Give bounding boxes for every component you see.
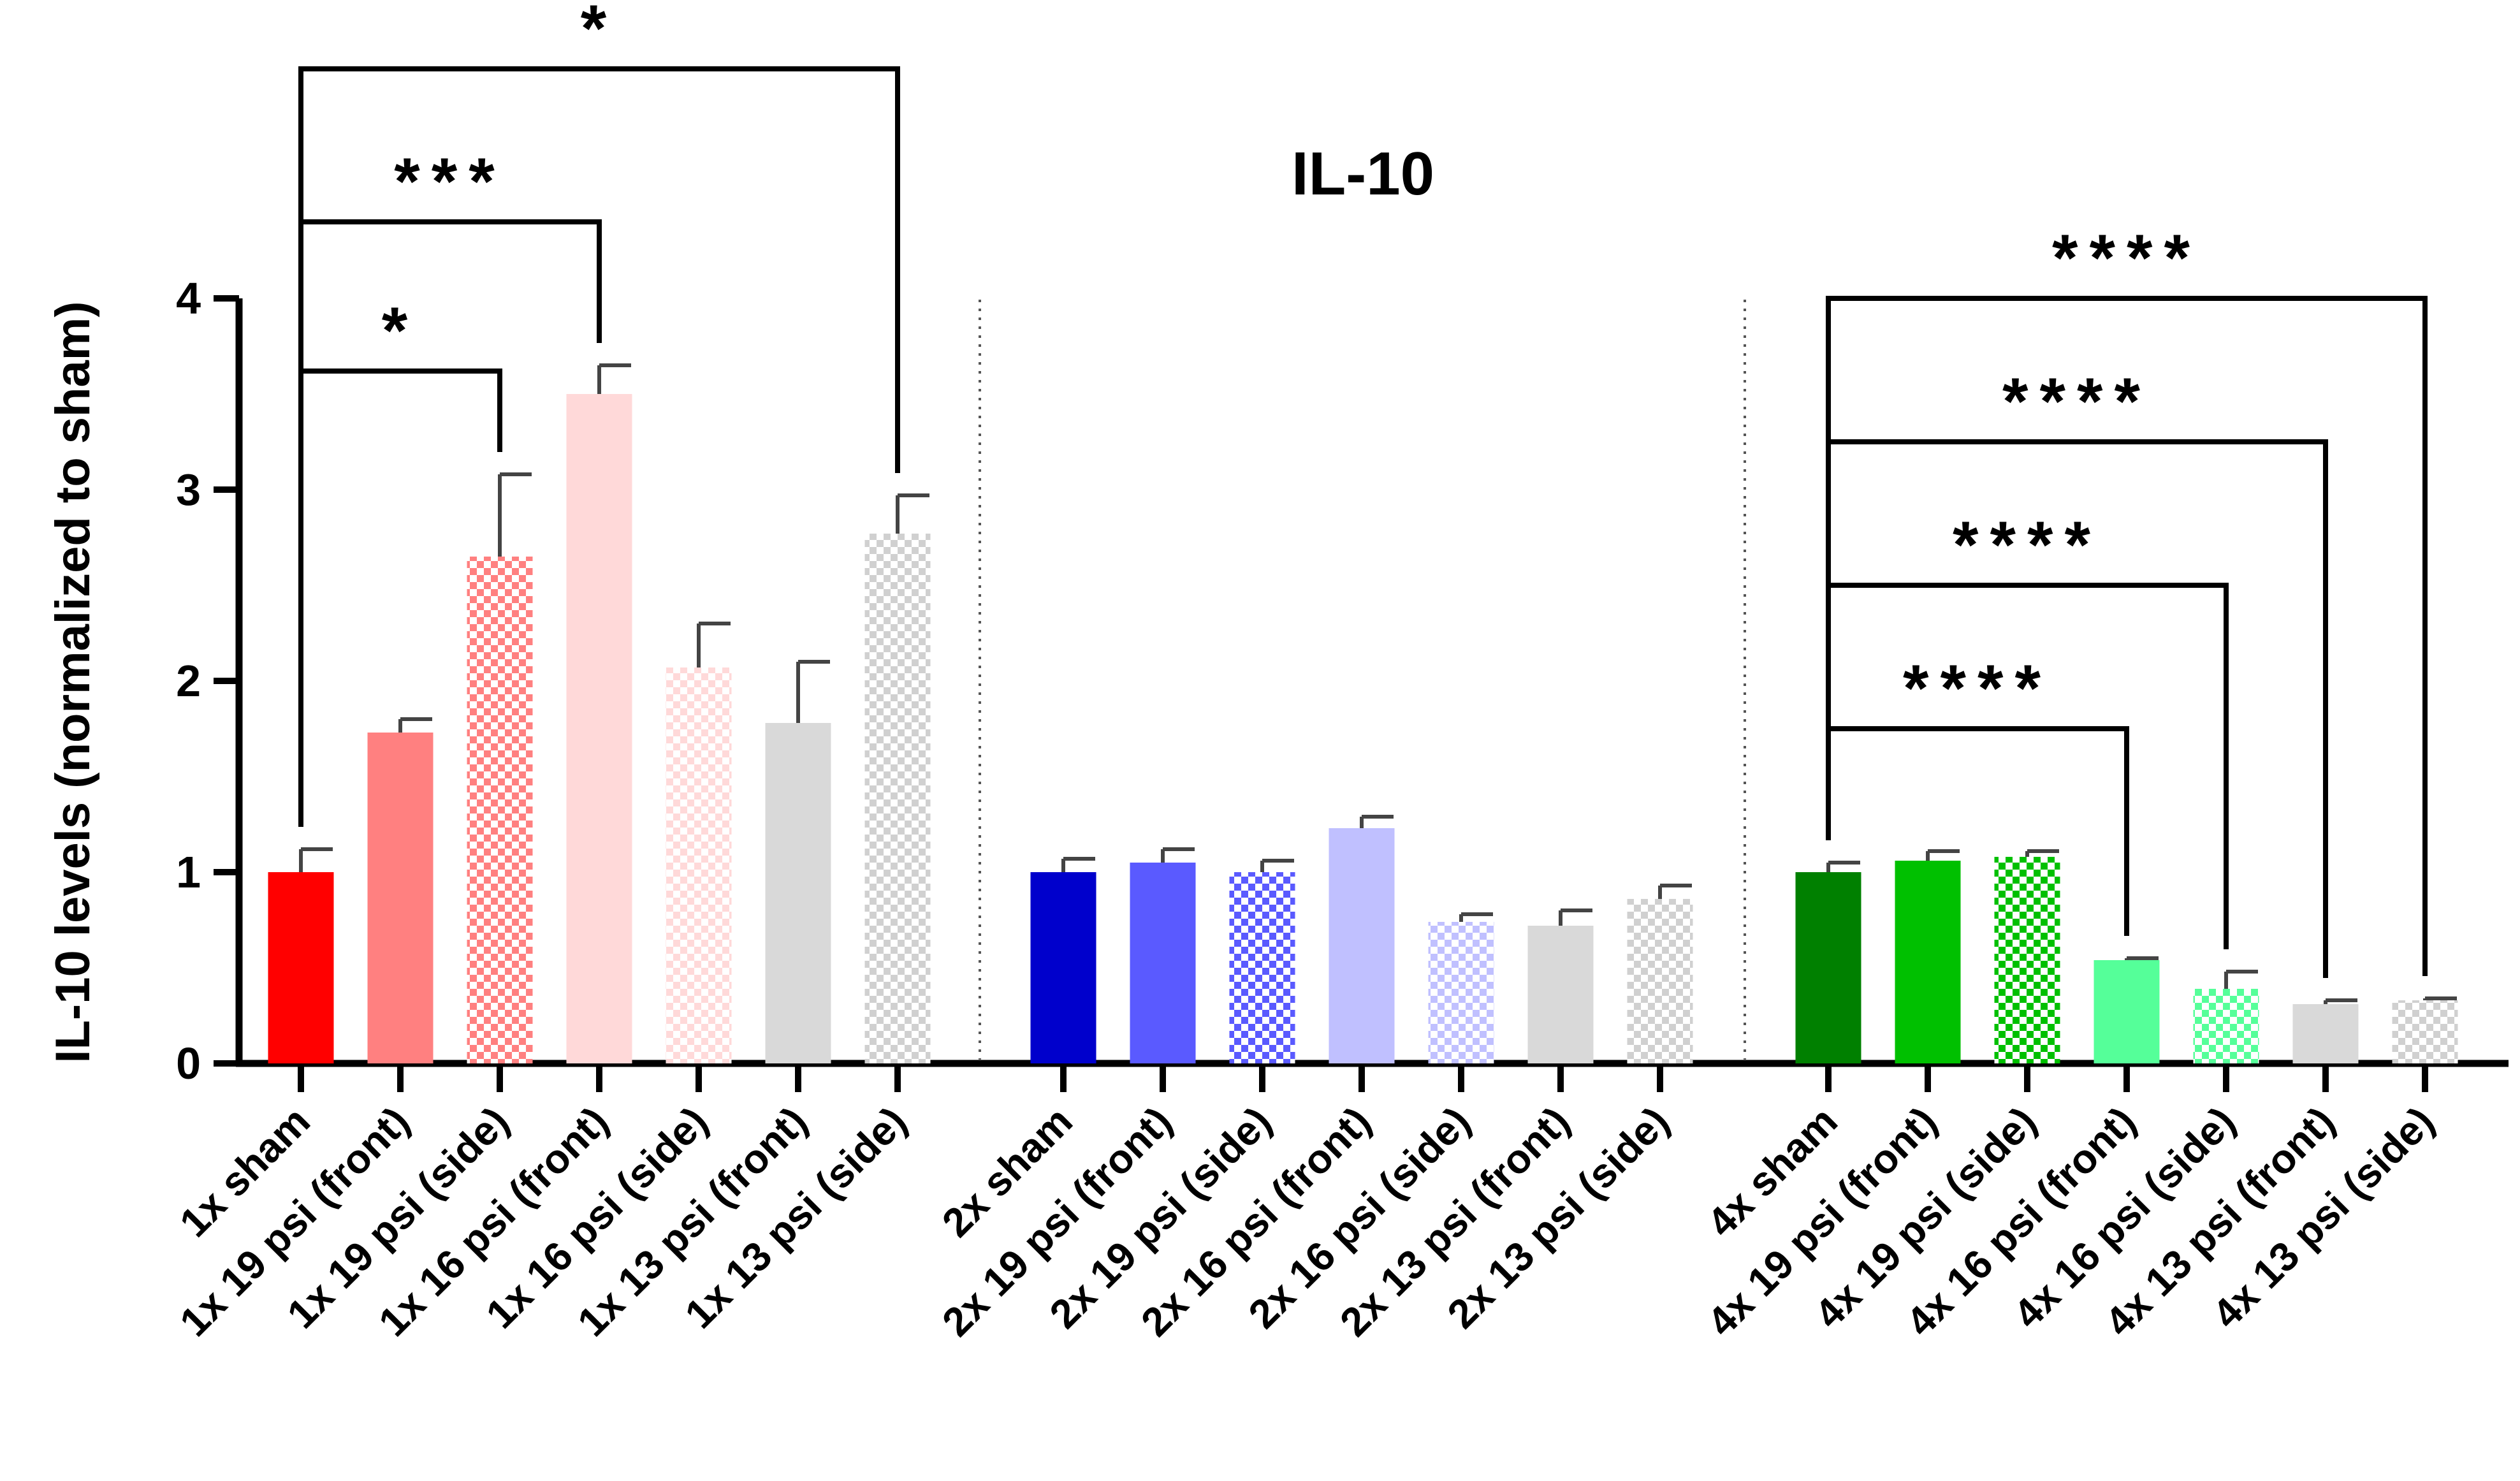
bar [268, 872, 334, 1063]
bar [1895, 861, 1961, 1063]
bar [1428, 922, 1494, 1063]
bar [2292, 1004, 2359, 1063]
bar [1795, 872, 1861, 1063]
y-tick-label: 4 [176, 274, 201, 323]
bar [2392, 1000, 2458, 1063]
bar [864, 534, 931, 1063]
significance-stars: **** [2052, 221, 2201, 295]
bar [467, 557, 533, 1063]
y-tick-label: 3 [176, 465, 201, 514]
bar [2094, 960, 2160, 1063]
chart-title: IL-10 [1292, 140, 1434, 208]
y-axis-label: IL-10 levels (normalized to sham) [46, 301, 100, 1063]
bar [1329, 828, 1395, 1063]
significance-stars: **** [1953, 508, 2102, 582]
bar [1527, 926, 1594, 1063]
significance-bracket [298, 219, 602, 827]
y-tick-label: 1 [176, 847, 201, 897]
significance-bracket [1826, 726, 2129, 936]
bar [765, 723, 831, 1063]
bar [1030, 872, 1096, 1063]
bar [1994, 857, 2060, 1063]
significance-stars: **** [1903, 652, 2052, 726]
significance-stars: * [382, 294, 419, 368]
bar [1130, 863, 1196, 1063]
bar [2193, 989, 2259, 1063]
significance-bracket [1826, 296, 2428, 976]
significance-stars: **** [2002, 365, 2152, 439]
bar [566, 394, 632, 1063]
significance-stars: *** [394, 145, 506, 219]
y-tick-label: 0 [176, 1039, 201, 1088]
significance-bracket [298, 66, 900, 827]
bar [666, 668, 732, 1063]
bar [1627, 899, 1693, 1063]
bar [367, 733, 433, 1063]
y-tick-label: 2 [176, 656, 201, 706]
bar [1229, 872, 1295, 1063]
significance-stars: * [581, 0, 618, 66]
